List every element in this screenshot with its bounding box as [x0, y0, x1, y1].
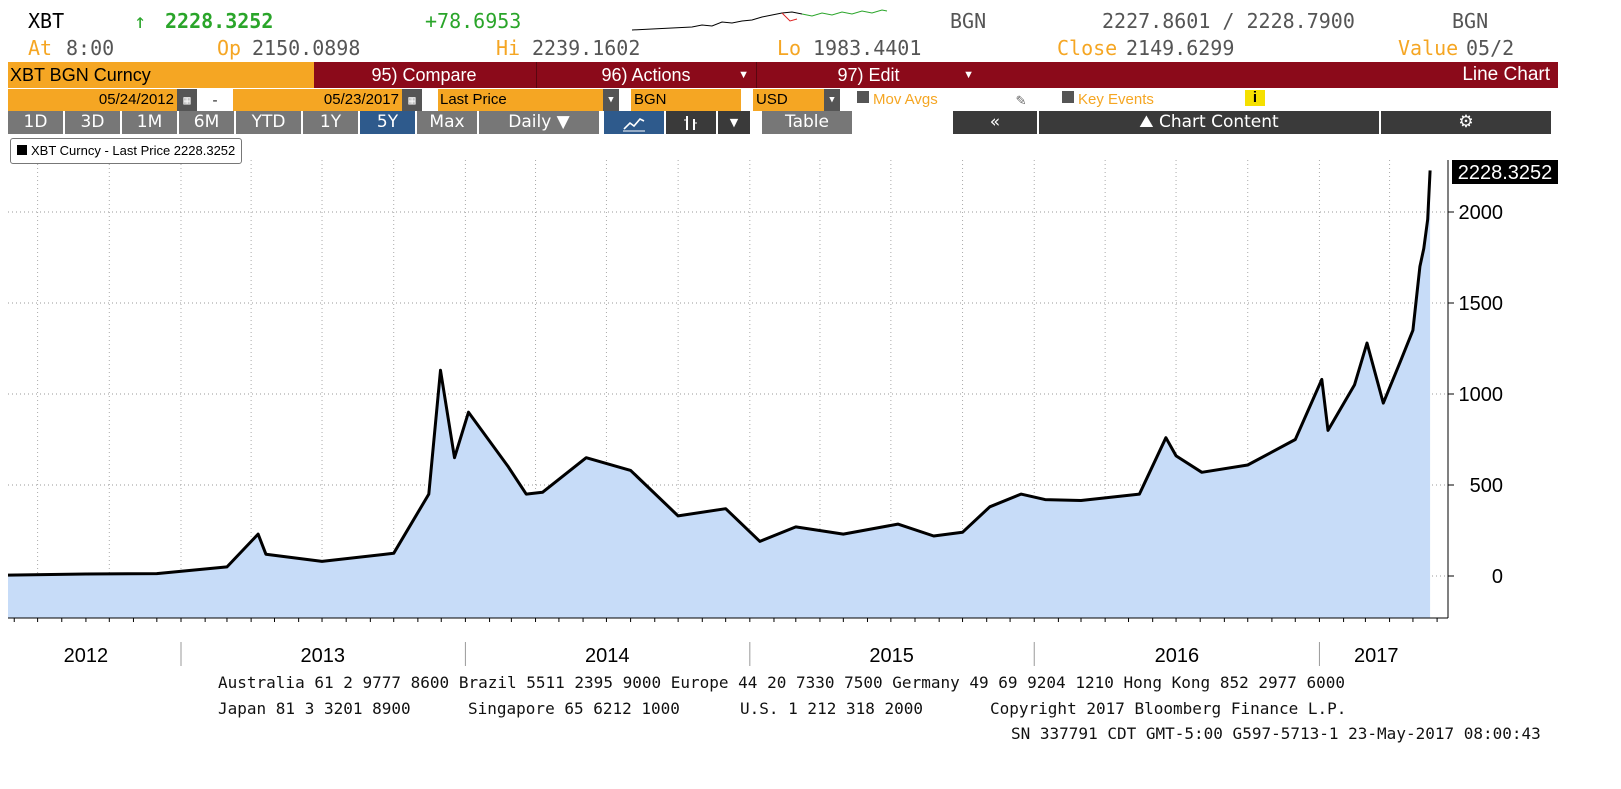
- open-value: 2150.0898: [252, 36, 361, 60]
- ticker-symbol: XBT: [28, 9, 65, 33]
- actions-menu[interactable]: 96) Actions ▼: [536, 62, 755, 88]
- field-select[interactable]: Last Price: [438, 89, 603, 111]
- x-tick-label: 2014: [585, 645, 630, 667]
- chevron-down-icon[interactable]: ▼: [718, 111, 750, 134]
- compare-menu[interactable]: 95) Compare: [314, 62, 534, 88]
- actions-label: 96) Actions: [601, 65, 691, 85]
- gear-icon[interactable]: ⚙: [1381, 111, 1551, 134]
- x-tick-label: 2015: [869, 645, 914, 667]
- tab-5y[interactable]: 5Y: [360, 111, 415, 134]
- bid-ask: 2227.8601 / 2228.7900: [1102, 9, 1355, 33]
- high-label: Hi: [496, 36, 521, 60]
- bar-chart-icon[interactable]: [666, 111, 716, 134]
- tab-1m[interactable]: 1M: [122, 111, 177, 134]
- last-price-tag: 2228.3252: [1452, 160, 1558, 184]
- chart-content-button[interactable]: ⛰ Chart Content: [1039, 111, 1379, 134]
- edit-menu[interactable]: 97) Edit ▼: [756, 62, 980, 88]
- close-label: Close: [1057, 36, 1118, 60]
- tab-max[interactable]: Max: [417, 111, 477, 134]
- tab-1y[interactable]: 1Y: [303, 111, 358, 134]
- dropdown-arrow-icon: ▼: [738, 69, 749, 81]
- security-input[interactable]: XBT BGN Curncy: [8, 62, 315, 88]
- dropdown-arrow-icon: ▼: [963, 69, 974, 81]
- dropdown-arrow-icon[interactable]: ▼: [603, 89, 619, 111]
- calendar-icon[interactable]: ▦: [402, 89, 422, 111]
- y-tick-label: 1500: [1459, 293, 1504, 315]
- price-line: [7, 170, 1432, 577]
- edit-label: 97) Edit: [837, 65, 900, 85]
- table-button[interactable]: Table: [762, 111, 852, 134]
- low-value: 1983.4401: [813, 36, 922, 60]
- last-price-tag-text: 2228.3252: [1458, 162, 1553, 184]
- price-area: [8, 170, 1431, 618]
- value-label: Value: [1398, 36, 1459, 60]
- pencil-icon[interactable]: ✎: [1016, 90, 1026, 109]
- y-tick-label: 0: [1492, 566, 1503, 588]
- info-icon[interactable]: i: [1245, 90, 1265, 106]
- line-chart-icon[interactable]: [604, 111, 664, 134]
- chart-content-label: Chart Content: [1158, 112, 1279, 132]
- currency-select[interactable]: USD: [753, 89, 826, 111]
- tab-3d[interactable]: 3D: [65, 111, 120, 134]
- sparkline: [632, 9, 888, 31]
- calendar-icon[interactable]: ▦: [177, 89, 197, 111]
- key-events-checkbox[interactable]: [1062, 91, 1074, 103]
- value-date: 05/2: [1466, 36, 1515, 60]
- key-events-label[interactable]: Key Events: [1078, 91, 1154, 108]
- mov-avgs-checkbox[interactable]: [857, 91, 869, 103]
- open-label: Op: [217, 36, 242, 60]
- footer-copyright: Copyright 2017 Bloomberg Finance L.P.: [990, 699, 1347, 718]
- collapse-button[interactable]: «: [953, 111, 1037, 134]
- footer-phones-1: Australia 61 2 9777 8600 Brazil 5511 239…: [218, 673, 1346, 692]
- y-tick-label: 500: [1470, 475, 1503, 497]
- start-date-input[interactable]: 05/24/2012: [8, 89, 178, 111]
- periodicity-select[interactable]: Daily ▼: [479, 111, 599, 134]
- legend-label: XBT Curncy - Last Price 2228.3252: [31, 143, 236, 158]
- chart-legend[interactable]: XBT Curncy - Last Price 2228.3252: [10, 138, 243, 164]
- price-change: +78.6953: [425, 9, 522, 33]
- close-value: 2149.6299: [1126, 36, 1235, 60]
- tab-6m[interactable]: 6M: [179, 111, 234, 134]
- tab-1d[interactable]: 1D: [8, 111, 63, 134]
- tab-ytd[interactable]: YTD: [236, 111, 301, 134]
- high-value: 2239.1602: [532, 36, 641, 60]
- source-input[interactable]: BGN: [631, 89, 741, 111]
- low-label: Lo: [777, 36, 802, 60]
- end-date-input[interactable]: 05/23/2017: [233, 89, 403, 111]
- at-label: At: [28, 36, 53, 60]
- mov-avgs-label[interactable]: Mov Avgs: [873, 91, 938, 108]
- legend-swatch: [17, 145, 27, 155]
- date-separator: -: [200, 89, 230, 111]
- y-tick-label: 2000: [1459, 202, 1504, 224]
- x-tick-label: 2012: [64, 645, 109, 667]
- footer-session: SN 337791 CDT GMT-5:00 G597-5713-1 23-Ma…: [1011, 724, 1541, 743]
- dropdown-arrow-icon[interactable]: ▼: [824, 89, 840, 111]
- x-tick-label: 2017: [1354, 645, 1399, 667]
- at-value: 8:00: [66, 36, 115, 60]
- footer-us: U.S. 1 212 318 2000: [740, 699, 924, 718]
- x-tick-label: 2016: [1155, 645, 1200, 667]
- y-tick-label: 1000: [1459, 384, 1504, 406]
- x-tick-label: 2013: [301, 645, 346, 667]
- range-tab-bar: 1D 3D 1M 6M YTD 1Y 5Y Max Daily ▼ ▼ Tabl…: [8, 111, 1558, 134]
- source-label-2: BGN: [1452, 9, 1489, 33]
- footer-singapore: Singapore 65 6212 1000: [468, 699, 680, 718]
- up-arrow-icon: ↑: [134, 9, 147, 33]
- chart-content-icon: ⛰: [1139, 112, 1159, 132]
- source-label: BGN: [950, 9, 987, 33]
- footer-japan: Japan 81 3 3201 8900: [218, 699, 411, 718]
- last-price: 2228.3252: [165, 9, 274, 33]
- chart-type-label[interactable]: Line Chart: [1380, 62, 1550, 88]
